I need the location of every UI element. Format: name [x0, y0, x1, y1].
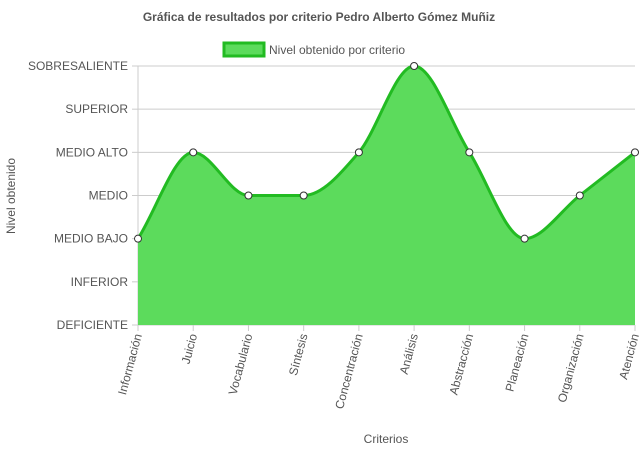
data-point[interactable]	[244, 191, 253, 200]
data-point[interactable]	[465, 148, 474, 157]
data-point[interactable]	[134, 234, 142, 243]
data-point[interactable]	[410, 62, 419, 70]
x-tick-label: Concentración	[332, 332, 366, 410]
data-point[interactable]	[354, 148, 363, 157]
y-axis-ticks: DEFICIENTE INFERIOR MEDIO BAJO MEDIO MEDIO A…	[28, 59, 128, 332]
x-axis-title: Criterios	[364, 432, 409, 446]
series-area	[136, 64, 636, 325]
x-tick-label: Vocabulario	[226, 332, 256, 397]
y-tick-label: MEDIO	[89, 189, 128, 203]
data-point[interactable]	[631, 148, 639, 157]
area-fill	[138, 66, 635, 325]
x-tick-label: Análisis	[397, 332, 421, 376]
data-point[interactable]	[189, 148, 198, 157]
data-point[interactable]	[299, 191, 308, 200]
x-tick-label: Juicio	[179, 332, 201, 366]
y-tick-label: SUPERIOR	[65, 102, 128, 116]
x-tick-label: Abstracción	[446, 332, 476, 396]
x-tick-label: Planeación	[503, 332, 532, 393]
x-tick-label: Organización	[555, 332, 587, 404]
x-tick-label: Información	[115, 332, 145, 396]
x-axis-ticks: Información Juicio Vocabulario Síntesis Conc…	[115, 332, 639, 411]
y-axis-title: Nivel obtenido	[4, 158, 18, 234]
series-line	[136, 64, 636, 241]
data-points	[134, 62, 639, 243]
x-tick-label: Síntesis	[286, 332, 311, 377]
data-point[interactable]	[575, 191, 584, 200]
y-tick-label: SOBRESALIENTE	[28, 59, 128, 73]
legend[interactable]: Nivel obtenido por criterio	[222, 41, 405, 58]
data-point[interactable]	[520, 234, 529, 243]
y-tick-label: DEFICIENTE	[57, 318, 128, 332]
y-tick-label: MEDIO BAJO	[54, 232, 128, 246]
legend-swatch	[222, 41, 266, 58]
chart-title: Gráfica de resultados por criterio Pedro…	[143, 10, 495, 24]
x-tick-label: Atención	[616, 332, 639, 381]
legend-label: Nivel obtenido por criterio	[269, 43, 405, 57]
y-tick-label: MEDIO ALTO	[56, 145, 128, 159]
y-tick-label: INFERIOR	[71, 275, 129, 289]
